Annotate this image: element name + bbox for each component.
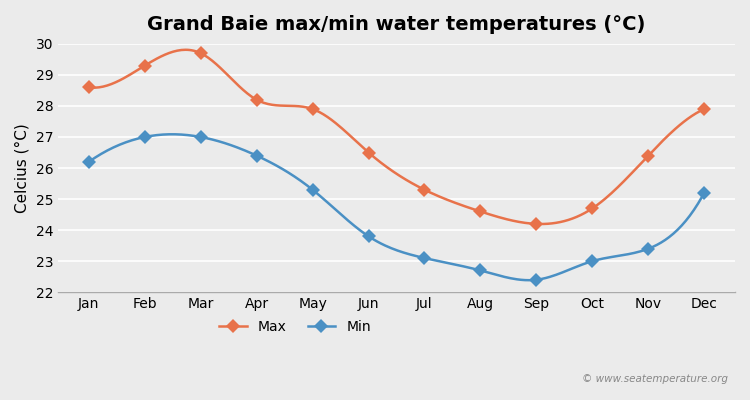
Title: Grand Baie max/min water temperatures (°C): Grand Baie max/min water temperatures (°…	[147, 15, 646, 34]
Y-axis label: Celcius (°C): Celcius (°C)	[15, 123, 30, 213]
Text: © www.seatemperature.org: © www.seatemperature.org	[581, 374, 728, 384]
Legend: Max, Min: Max, Min	[213, 315, 376, 340]
